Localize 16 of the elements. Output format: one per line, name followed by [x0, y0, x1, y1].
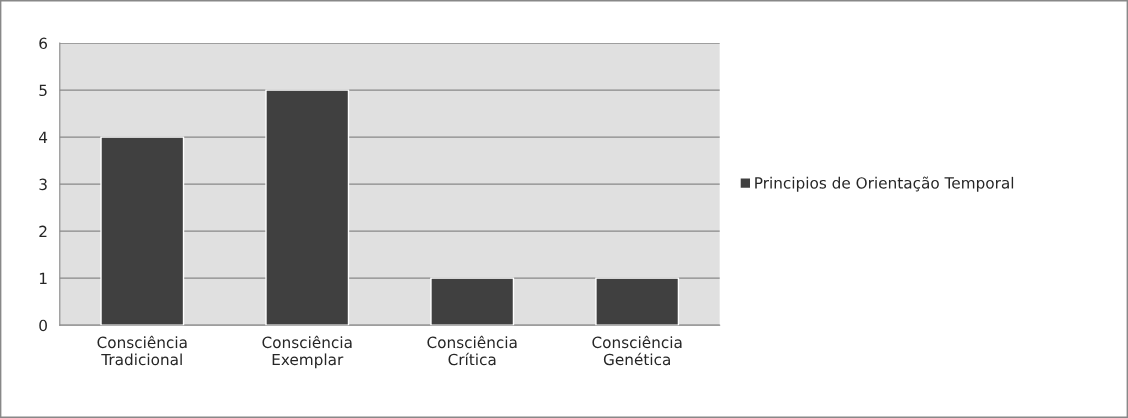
- y-tick-label: 1: [39, 272, 47, 284]
- y-tick-label: 3: [39, 178, 47, 191]
- x-tick-label: Consciência Exemplar: [262, 335, 352, 369]
- y-tick-label: 6: [39, 37, 48, 50]
- x-tick-label: Consciência Crítica: [427, 335, 517, 366]
- y-tick-label: 4: [39, 131, 48, 143]
- x-tick-label: Consciência Tradicional: [97, 335, 187, 366]
- y-tick-label: 0: [39, 319, 47, 332]
- y-tick-label: 2: [39, 225, 47, 237]
- bar: [595, 277, 680, 326]
- x-tick-label: Consciência Genética: [592, 335, 682, 366]
- bar: [265, 89, 350, 326]
- legend-label: Principios de Orientação Temporal: [755, 176, 1014, 192]
- y-tick-label: 5: [39, 84, 47, 97]
- bar: [100, 136, 185, 326]
- bar: [430, 277, 515, 326]
